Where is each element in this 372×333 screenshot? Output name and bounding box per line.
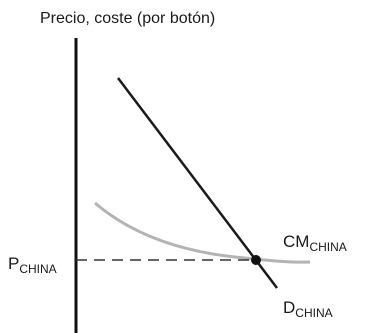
cost-curve-label: CMCHINA xyxy=(283,232,347,254)
cost-label-sub: CHINA xyxy=(309,240,346,254)
equilibrium-point xyxy=(251,255,261,265)
cost-curve-cm-china xyxy=(94,201,311,264)
price-label-p-china: PCHINA xyxy=(8,254,57,276)
demand-label-sub: CHINA xyxy=(295,306,332,320)
price-label-main: P xyxy=(8,254,19,273)
price-label-sub: CHINA xyxy=(19,262,56,276)
demand-label-main: D xyxy=(283,298,295,317)
demand-line-d-china xyxy=(117,77,278,289)
cost-label-main: CM xyxy=(283,232,309,251)
y-axis-label: Precio, coste (por botón) xyxy=(40,10,215,27)
demand-curve-label: DCHINA xyxy=(283,298,333,320)
